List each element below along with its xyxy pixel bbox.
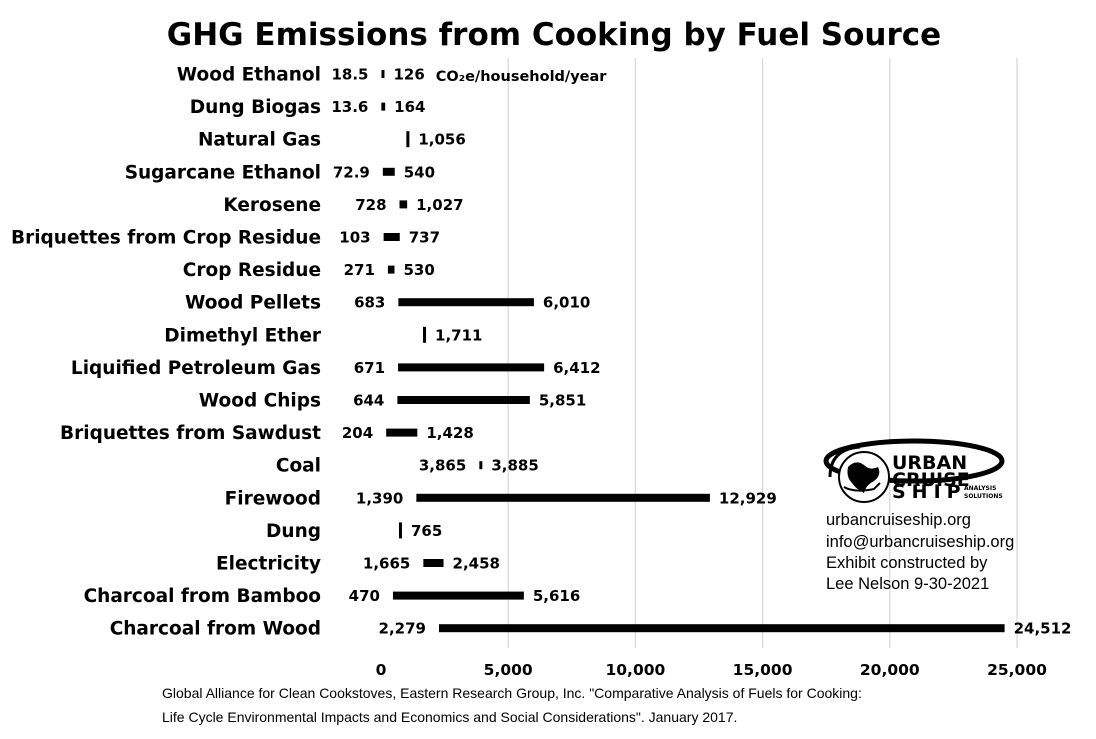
high-value-label: 164	[394, 98, 425, 116]
category-label: Sugarcane Ethanol	[125, 162, 321, 183]
high-value-label: 1,056	[418, 131, 465, 149]
category-label: Firewood	[225, 488, 321, 509]
credit-line1: Exhibit constructed by	[826, 554, 988, 572]
bar	[398, 363, 545, 372]
category-label: Charcoal from Wood	[110, 619, 321, 640]
low-value-label: 3,865	[419, 457, 466, 475]
email-text: info@urbancruiseship.org	[826, 533, 1014, 551]
logo-line3: SHIP	[892, 481, 967, 503]
category-label: Crop Residue	[183, 260, 321, 281]
value-labels: 18.5 126 13.6 164 1,056 72.9 540 728 1,027 103 737…	[331, 66, 1071, 638]
bar	[406, 131, 410, 148]
gridlines	[507, 58, 1018, 648]
high-value-label: 1,428	[426, 424, 473, 442]
category-label: Liquified Petroleum Gas	[71, 358, 321, 379]
category-label: Kerosene	[223, 195, 321, 216]
category-label: Briquettes from Crop Residue	[11, 228, 321, 249]
low-value-label: 2,279	[379, 620, 426, 638]
low-value-label: 728	[355, 196, 386, 214]
credit-line2: Lee Nelson 9-30-2021	[826, 575, 989, 593]
category-label: Charcoal from Bamboo	[84, 586, 321, 607]
bar	[392, 591, 524, 600]
bar	[386, 428, 418, 437]
high-value-label: 540	[404, 163, 435, 181]
high-value-label: 530	[403, 261, 434, 279]
bar	[399, 200, 408, 209]
bar	[387, 265, 395, 274]
source-line1: Global Alliance for Clean Cookstoves, Ea…	[162, 685, 862, 701]
high-value-label: 5,851	[539, 392, 586, 410]
low-value-label: 72.9	[333, 163, 370, 181]
source-line2: Life Cycle Environmental Impacts and Eco…	[162, 709, 737, 725]
category-label: Wood Ethanol	[177, 65, 321, 86]
low-value-label: 271	[344, 261, 375, 279]
bar	[398, 522, 402, 539]
bar	[479, 461, 483, 470]
low-value-label: 1,665	[363, 555, 410, 573]
low-value-label: 671	[354, 359, 385, 377]
high-value-label: 12,929	[719, 489, 777, 507]
bar	[382, 167, 395, 176]
logo-line1: URBAN	[892, 452, 967, 474]
bar	[397, 396, 530, 404]
category-labels: Wood Ethanol Dung Biogas Natural Gas Sugarc…	[11, 65, 322, 640]
logo-tag1: ANALYSIS	[964, 485, 996, 492]
low-value-label: 13.6	[331, 98, 368, 116]
category-label: Briquettes from Sawdust	[60, 423, 321, 444]
bars	[381, 70, 1005, 633]
urban-cruise-ship-logo: URBAN CRUISE SHIP ANALYSIS SOLUTIONS	[823, 438, 1005, 503]
high-value-label: 126	[393, 66, 424, 84]
unit-label: CO₂e/household/year	[436, 69, 608, 85]
category-label: Dung Biogas	[190, 97, 321, 118]
x-tick-label: 5,000	[484, 661, 533, 679]
high-value-label: 765	[411, 522, 442, 540]
low-value-label: 1,390	[356, 489, 403, 507]
x-tick-label: 20,000	[860, 661, 920, 679]
category-label: Dimethyl Ether	[164, 325, 322, 346]
bar	[383, 233, 400, 241]
chart-title: GHG Emissions from Cooking by Fuel Sourc…	[167, 17, 941, 53]
bar	[423, 559, 444, 567]
category-label: Natural Gas	[198, 130, 321, 151]
low-value-label: 644	[353, 392, 384, 410]
low-value-label: 204	[342, 424, 373, 442]
category-label: Electricity	[216, 554, 321, 575]
bar	[416, 493, 710, 502]
high-value-label: 6,412	[553, 359, 600, 377]
high-value-label: 737	[409, 229, 440, 247]
x-tick-label: 0	[376, 661, 387, 679]
category-label: Wood Chips	[199, 391, 321, 412]
x-tick-labels: 0 5,000 10,000 15,000 20,000 25,000	[376, 661, 1048, 679]
high-value-label: 3,885	[491, 457, 538, 475]
bar	[438, 624, 1005, 633]
low-value-label: 18.5	[331, 66, 368, 84]
category-label: Dung	[266, 521, 321, 542]
bar	[423, 326, 427, 343]
bar	[381, 102, 386, 111]
category-label: Wood Pellets	[185, 293, 321, 314]
high-value-label: 5,616	[533, 587, 580, 605]
x-tick-label: 10,000	[605, 661, 665, 679]
high-value-label: 24,512	[1014, 620, 1072, 638]
logo-line2: CRUISE	[892, 469, 970, 491]
high-value-label: 1,711	[435, 326, 482, 344]
x-tick-label: 25,000	[987, 661, 1047, 679]
high-value-label: 6,010	[543, 294, 590, 312]
bar	[381, 70, 385, 78]
logo-tag2: SOLUTIONS	[964, 493, 1003, 500]
high-value-label: 2,458	[453, 555, 500, 573]
low-value-label: 103	[339, 229, 370, 247]
category-label: Coal	[276, 456, 321, 477]
globe-ship-logo-icon	[823, 438, 1005, 503]
bar	[398, 298, 534, 307]
high-value-label: 1,027	[416, 196, 463, 214]
x-tick-label: 15,000	[733, 661, 793, 679]
low-value-label: 683	[354, 294, 385, 312]
website-text: urbancruiseship.org	[826, 511, 971, 529]
low-value-label: 470	[349, 587, 380, 605]
